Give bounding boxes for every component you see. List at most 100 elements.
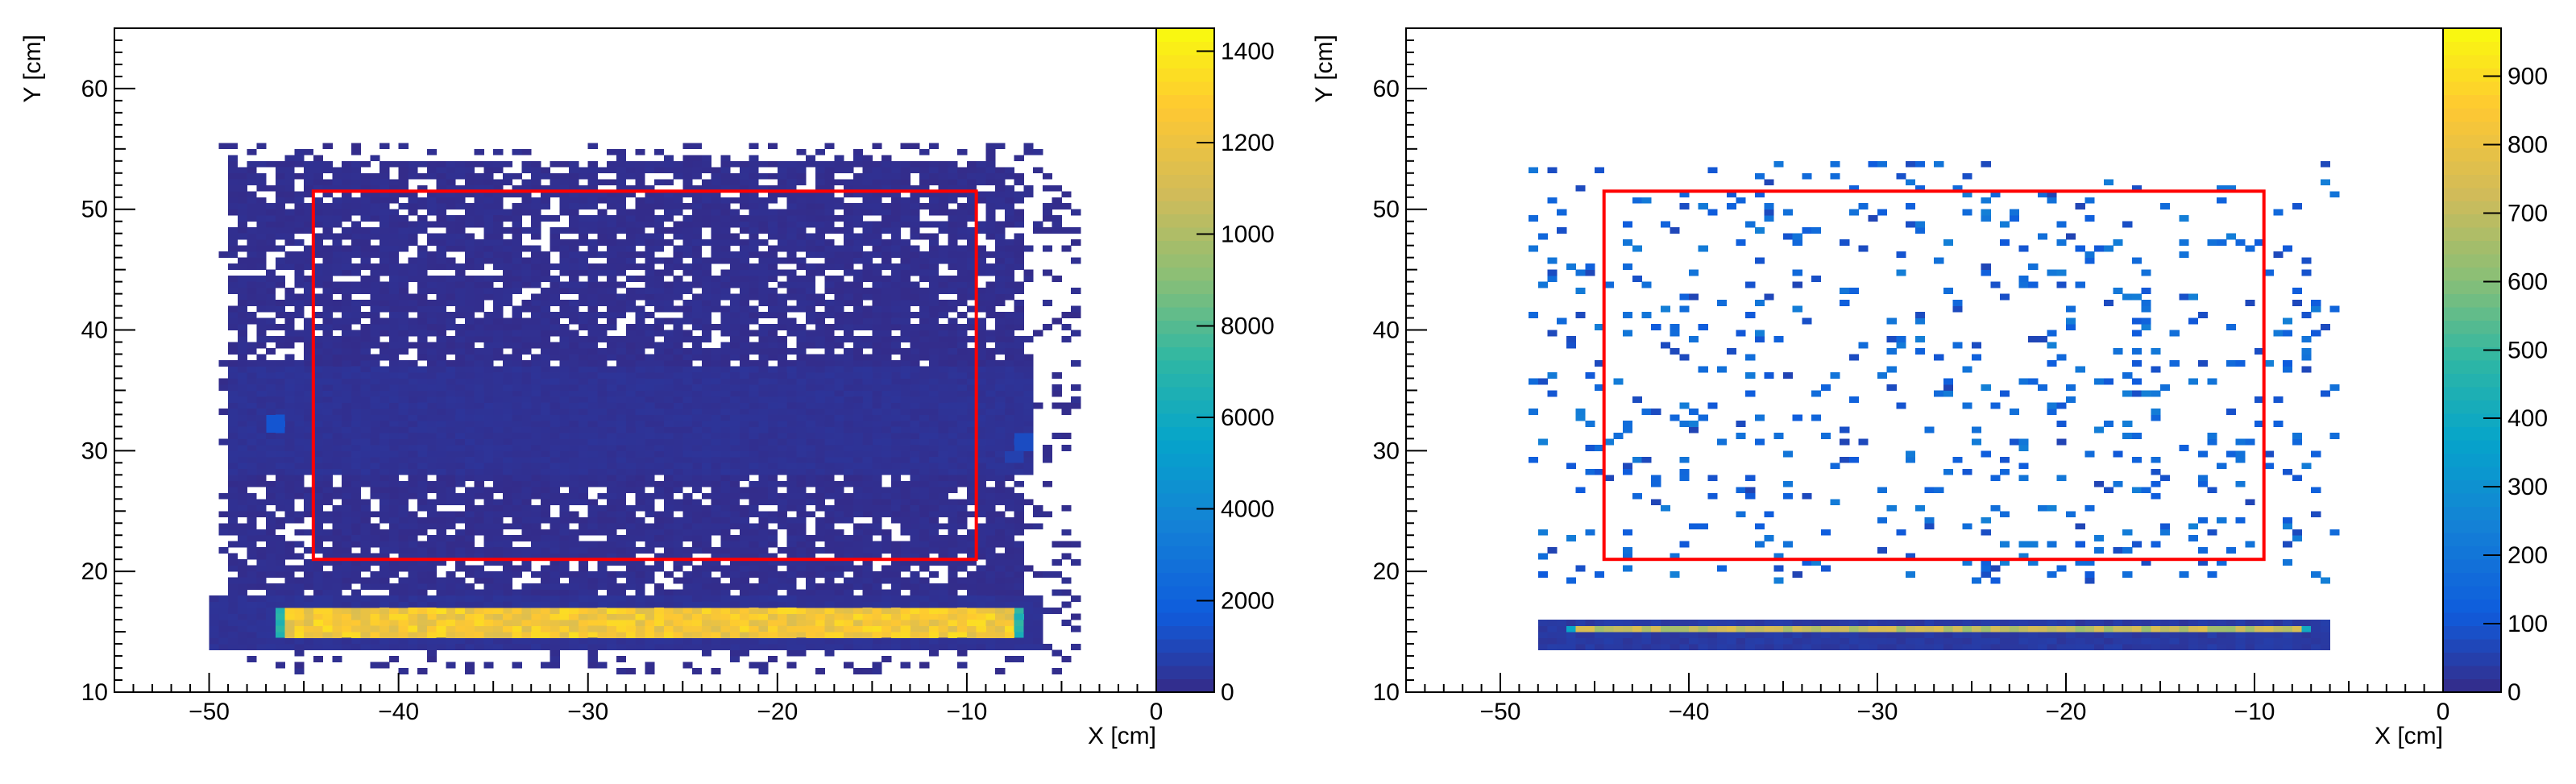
heatmap-cell: [436, 233, 446, 240]
heatmap-cell: [862, 324, 873, 330]
heatmap-cell: [607, 336, 617, 342]
heatmap-cell: [550, 281, 560, 288]
heatmap-cell: [948, 468, 958, 475]
heatmap-cell: [919, 330, 930, 337]
heatmap-cell: [550, 583, 560, 591]
heatmap-cell: [237, 209, 247, 216]
heatmap-cell: [872, 577, 882, 584]
heatmap-cell: [900, 504, 911, 512]
heatmap-cell: [749, 179, 759, 186]
heatmap-cell: [237, 390, 247, 397]
heatmap-cell: [673, 348, 683, 355]
heatmap-cell: [844, 662, 854, 669]
heatmap-cell: [928, 330, 940, 337]
heatmap-cell: [322, 396, 333, 403]
heatmap-cell: [654, 402, 665, 409]
heatmap-cell: [910, 197, 920, 204]
heatmap-cell: [247, 408, 257, 415]
heatmap-cell: [502, 227, 513, 234]
heatmap-cell: [720, 155, 731, 162]
heatmap-cell: [550, 468, 560, 475]
heatmap-cell: [957, 172, 968, 180]
heatmap-cell: [342, 583, 352, 591]
heatmap-cell: [455, 480, 466, 487]
heatmap-cell: [569, 371, 579, 379]
heatmap-cell: [872, 197, 882, 204]
heatmap-cell: [342, 336, 352, 342]
heatmap-cell: [587, 475, 598, 482]
heatmap-cell: [388, 523, 400, 530]
heatmap-cell: [938, 203, 948, 210]
heatmap-cell: [919, 480, 930, 487]
heatmap-cell: [313, 559, 323, 566]
heatmap-cell: [408, 371, 418, 379]
heatmap-cell: [426, 330, 438, 337]
heatmap-cell: [483, 276, 494, 283]
heatmap-cell: [786, 559, 797, 566]
heatmap-cell: [284, 366, 295, 373]
heatmap-cell: [426, 233, 438, 240]
heatmap-cell: [881, 288, 892, 294]
heatmap-cell: [654, 535, 665, 542]
heatmap-cell: [464, 553, 475, 560]
heatmap-cell: [607, 450, 617, 458]
heatmap-cell: [266, 221, 276, 228]
heatmap-cell: [701, 583, 711, 591]
heatmap-cell: [786, 480, 797, 487]
heatmap-cell: [360, 203, 371, 210]
heatmap-cell: [625, 553, 636, 560]
heatmap-cell: [749, 511, 759, 518]
heatmap-cell: [474, 475, 484, 482]
heatmap-cell: [351, 444, 362, 451]
heatmap-cell: [607, 179, 617, 186]
heatmap-cell: [739, 371, 749, 379]
heatmap-cell: [474, 438, 484, 446]
heatmap-cell: [493, 324, 504, 330]
heatmap-cell: [578, 342, 589, 349]
heatmap-cell: [597, 191, 608, 198]
heatmap-cell: [625, 221, 636, 228]
heatmap-cell: [247, 480, 257, 487]
heatmap-cell: [408, 378, 418, 385]
heatmap-cell: [578, 547, 589, 554]
heatmap-cell: [919, 269, 930, 276]
heatmap-cell: [351, 371, 362, 379]
heatmap-cell: [862, 487, 873, 494]
heatmap-cell: [711, 288, 721, 294]
heatmap-cell: [815, 336, 825, 342]
heatmap-cell: [380, 185, 390, 192]
heatmap-cell: [569, 257, 579, 264]
heatmap-cell: [304, 245, 314, 252]
heatmap-cell: [1052, 384, 1062, 391]
heatmap-cell: [625, 160, 636, 168]
heatmap-cell: [948, 317, 958, 325]
heatmap-cell: [928, 251, 940, 259]
heatmap-cell: [786, 541, 797, 548]
heatmap-cell: [711, 239, 721, 247]
heatmap-cell: [550, 414, 560, 421]
heatmap-cell: [531, 263, 541, 271]
heatmap-cell: [890, 312, 902, 318]
heatmap-cell: [464, 160, 475, 168]
heatmap-cell: [521, 167, 532, 174]
heatmap-cell: [247, 239, 257, 247]
heatmap-cell: [852, 300, 863, 306]
heatmap-cell: [493, 390, 504, 397]
heatmap-cell: [654, 348, 665, 355]
heatmap-cell: [682, 402, 693, 409]
heatmap-cell: [938, 511, 948, 518]
heatmap-cell: [635, 625, 645, 633]
heatmap-cell: [852, 203, 863, 210]
heatmap-cell: [455, 589, 466, 596]
heatmap-cell: [237, 179, 247, 186]
heatmap-cell: [862, 233, 873, 240]
heatmap-cell: [342, 215, 352, 222]
heatmap-cell: [995, 378, 1006, 385]
heatmap-cell: [673, 408, 683, 415]
heatmap-cell: [872, 191, 882, 198]
heatmap-cell: [597, 348, 608, 355]
heatmap-cell: [474, 191, 484, 198]
heatmap-cell: [645, 257, 655, 264]
heatmap-cell: [654, 384, 665, 391]
heatmap-cell: [928, 523, 940, 530]
